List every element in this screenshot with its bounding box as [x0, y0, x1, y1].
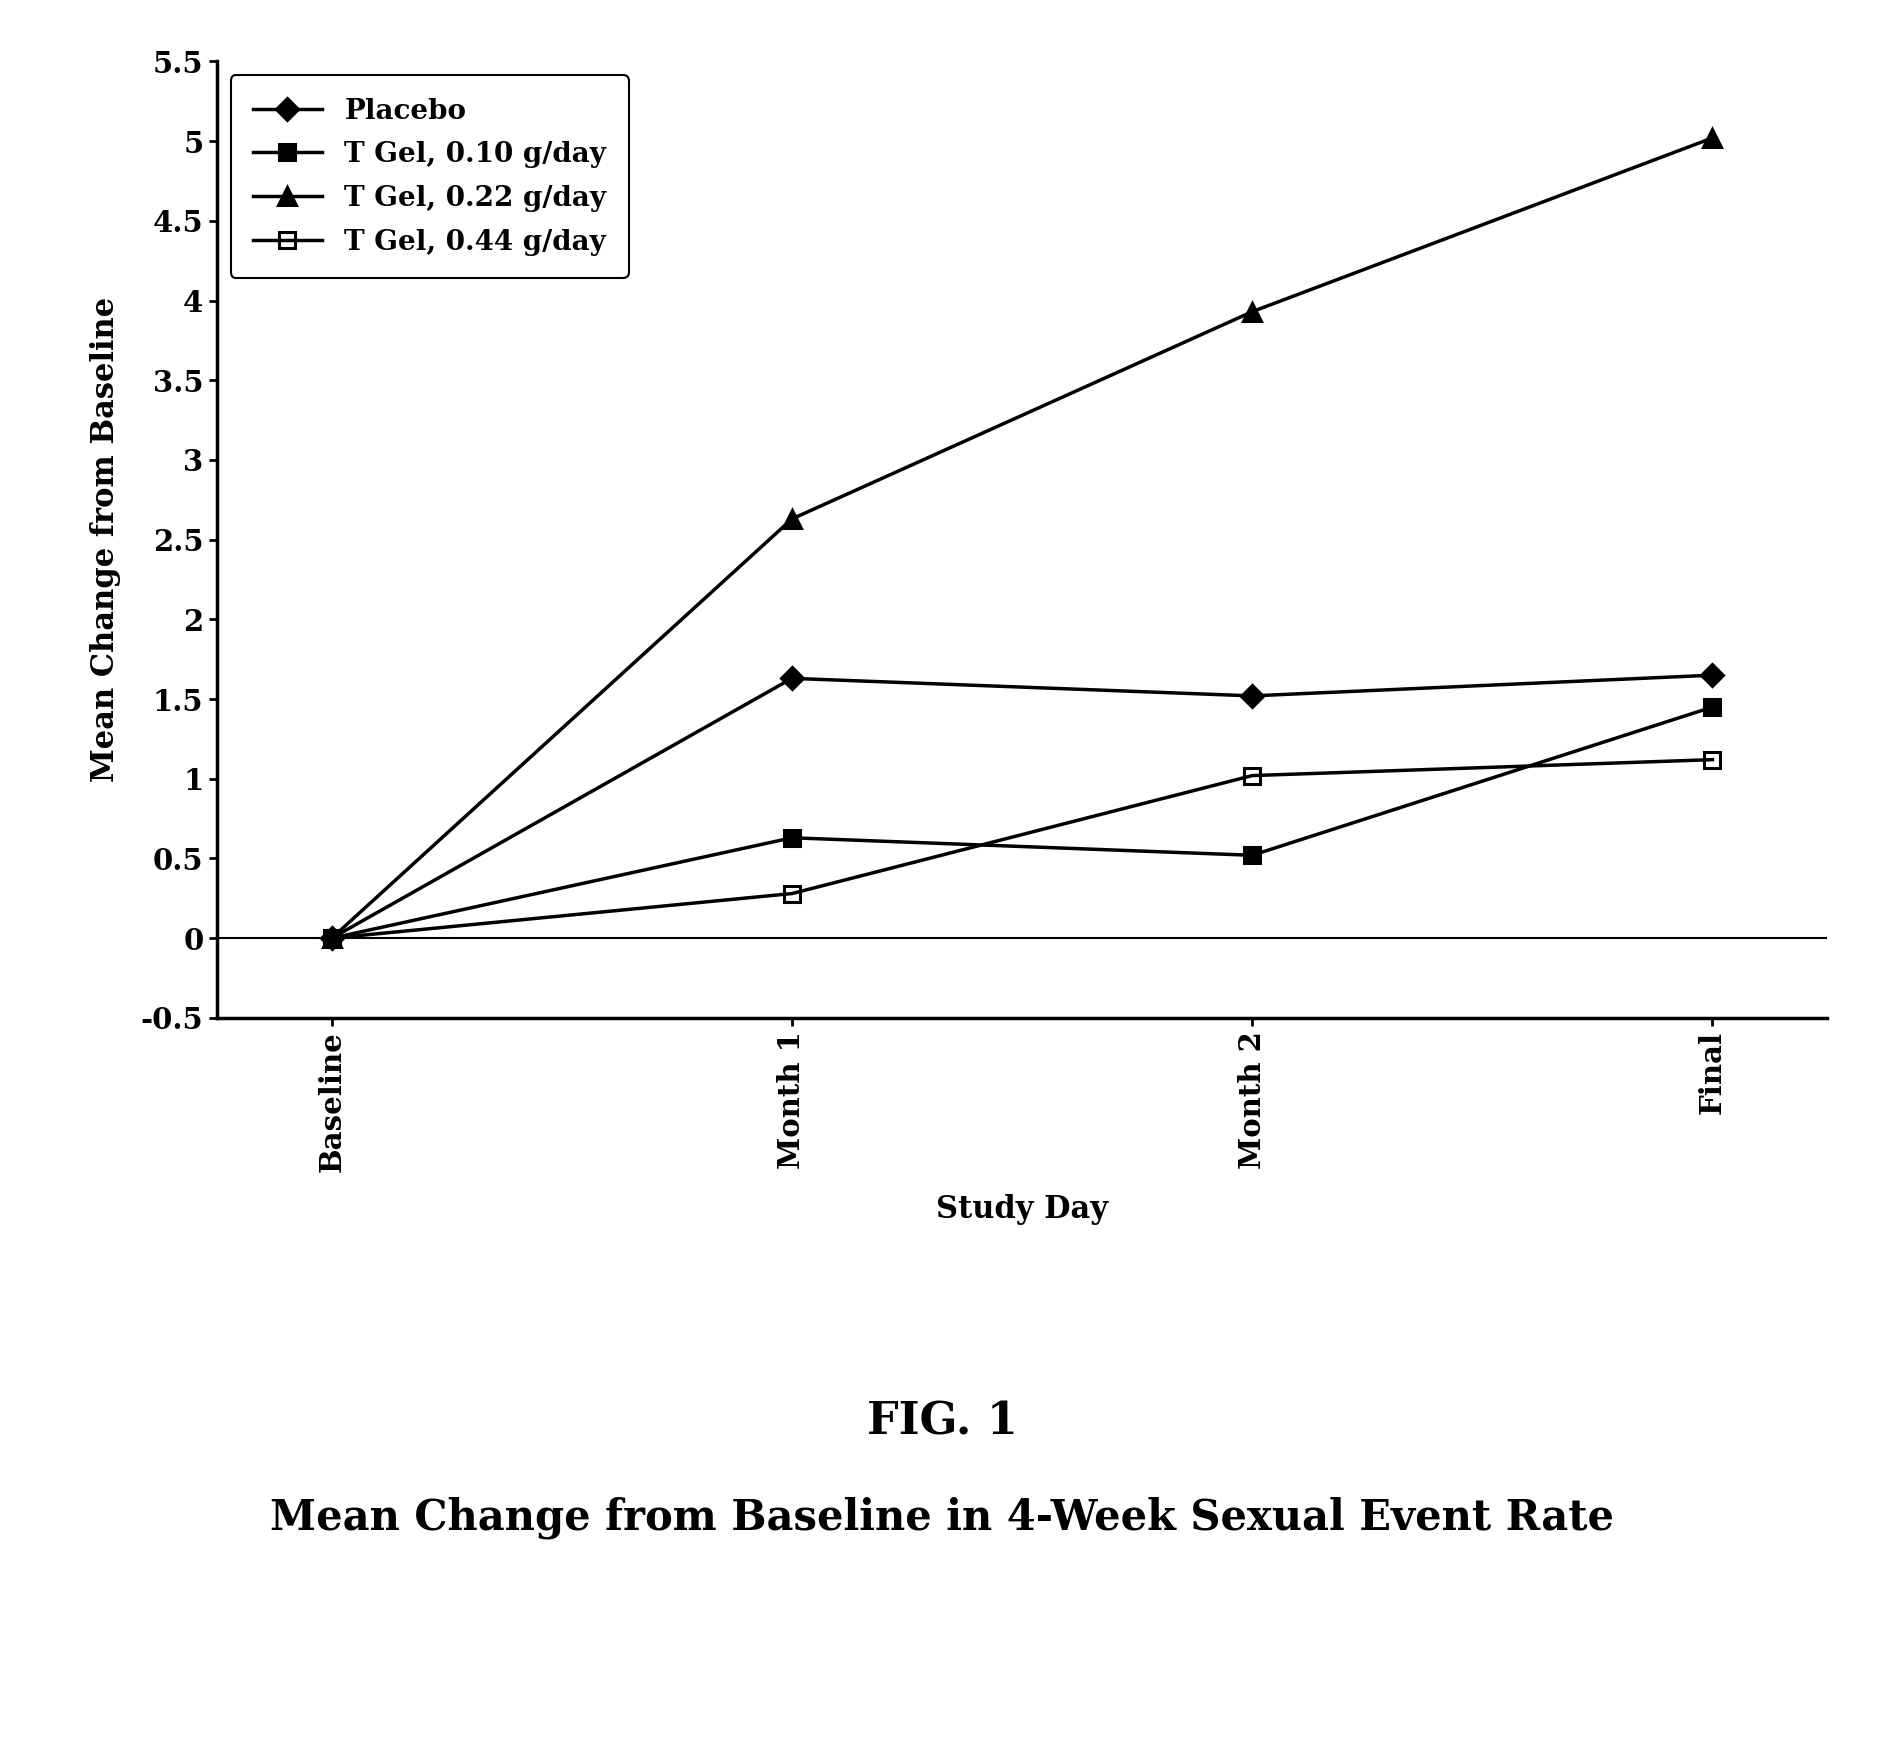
T Gel, 0.22 g/day [1242, 302, 1264, 323]
Line: T Gel, 0.22 g/day: T Gel, 0.22 g/day [322, 128, 1722, 948]
T Gel, 0.44 g/day [1701, 749, 1724, 770]
T Gel, 0.10 g/day [1701, 697, 1724, 718]
T Gel, 0.10 g/day [780, 827, 803, 848]
T Gel, 0.10 g/day [320, 928, 343, 949]
Placebo [780, 669, 803, 690]
T Gel, 0.44 g/day [780, 883, 803, 904]
T Gel, 0.22 g/day [320, 928, 343, 949]
Placebo [320, 928, 343, 949]
T Gel, 0.22 g/day [780, 509, 803, 530]
T Gel, 0.44 g/day [1242, 765, 1264, 786]
Legend: Placebo, T Gel, 0.10 g/day, T Gel, 0.22 g/day, T Gel, 0.44 g/day: Placebo, T Gel, 0.10 g/day, T Gel, 0.22 … [230, 75, 629, 277]
Line: Placebo: Placebo [324, 667, 1720, 946]
Text: FIG. 1: FIG. 1 [867, 1400, 1017, 1443]
T Gel, 0.10 g/day [1242, 844, 1264, 865]
Placebo [1701, 665, 1724, 686]
Line: T Gel, 0.44 g/day: T Gel, 0.44 g/day [324, 751, 1720, 946]
Placebo [1242, 686, 1264, 707]
T Gel, 0.44 g/day [320, 928, 343, 949]
Y-axis label: Mean Change from Baseline: Mean Change from Baseline [90, 297, 121, 783]
Line: T Gel, 0.10 g/day: T Gel, 0.10 g/day [324, 700, 1720, 946]
X-axis label: Study Day: Study Day [936, 1193, 1108, 1225]
T Gel, 0.22 g/day [1701, 128, 1724, 149]
Text: Mean Change from Baseline in 4-Week Sexual Event Rate: Mean Change from Baseline in 4-Week Sexu… [269, 1497, 1615, 1539]
